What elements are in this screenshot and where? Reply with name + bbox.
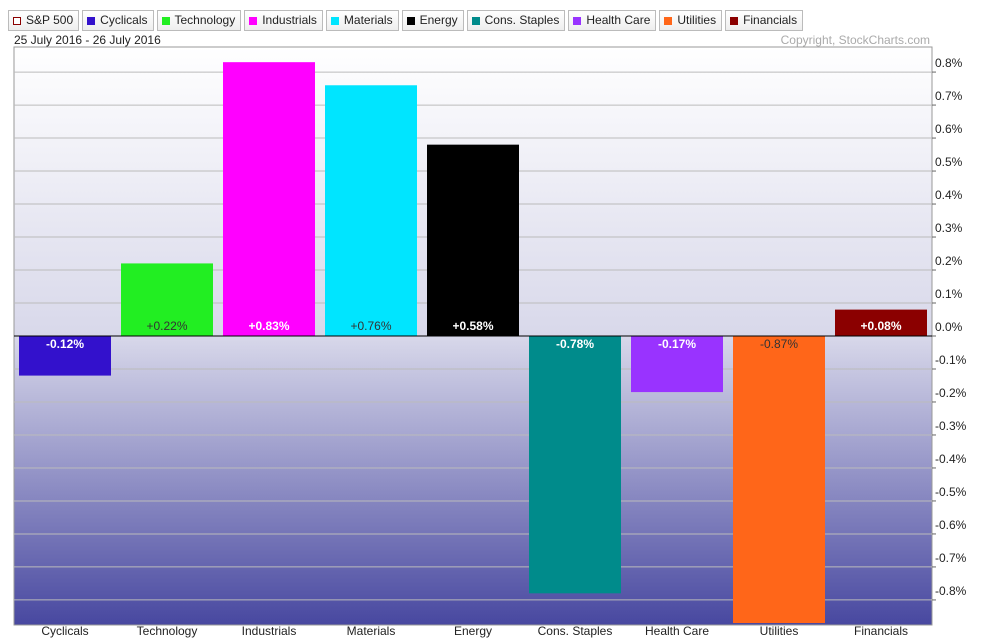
legend-swatch [573, 16, 582, 25]
legend-label: Health Care [586, 13, 651, 27]
value-label: +0.83% [248, 319, 289, 333]
y-tick-label: -0.5% [935, 485, 967, 499]
y-tick-label: -0.6% [935, 518, 967, 532]
legend-swatch [471, 16, 480, 25]
legend-item[interactable]: Energy [401, 10, 464, 31]
y-tick-label: 0.0% [935, 320, 963, 334]
legend-swatch [406, 16, 415, 25]
y-tick-label: 0.8% [935, 56, 963, 70]
bar [835, 309, 927, 336]
x-tick-label: Materials [347, 624, 396, 638]
bar [19, 336, 111, 376]
y-tick-label: 0.6% [935, 122, 963, 136]
legend-label: Cyclicals [100, 13, 148, 27]
y-tick-label: 0.2% [935, 254, 963, 268]
legend-label: Industrials [262, 13, 317, 27]
value-label: +0.22% [146, 319, 187, 333]
y-tick-label: 0.7% [935, 89, 963, 103]
bar [121, 263, 213, 336]
x-tick-label: Health Care [645, 624, 709, 638]
bar [427, 144, 519, 336]
x-tick-label: Cyclicals [41, 624, 88, 638]
x-tick-label: Technology [137, 624, 198, 638]
value-label: -0.12% [46, 337, 84, 351]
legend-swatch [161, 16, 170, 25]
legend-label: Financials [743, 13, 798, 27]
legend-item[interactable]: S&P 500 [8, 10, 80, 31]
x-tick-label: Industrials [242, 624, 297, 638]
y-tick-label: 0.4% [935, 188, 963, 202]
legend-label: Cons. Staples [484, 13, 560, 27]
y-tick-label: -0.2% [935, 386, 967, 400]
legend-label: Technology [174, 13, 236, 27]
legend-label: Utilities [677, 13, 717, 27]
legend-swatch [13, 16, 21, 25]
legend-item[interactable]: Financials [725, 10, 804, 31]
legend-item[interactable]: Technology [156, 10, 242, 31]
legend-swatch [249, 16, 258, 25]
y-tick-label: 0.5% [935, 155, 963, 169]
bar [733, 336, 825, 624]
subtitle: 25 July 2016 - 26 July 2016 [14, 33, 161, 47]
bar [325, 85, 417, 336]
legend-item[interactable]: Industrials [244, 10, 323, 31]
copyright: Copyright, StockCharts.com [781, 33, 930, 47]
bar [223, 62, 315, 336]
x-tick-label: Energy [454, 624, 492, 638]
legend-item[interactable]: Cons. Staples [466, 10, 566, 31]
legend-swatch [87, 16, 96, 25]
x-tick-label: Financials [854, 624, 908, 638]
y-tick-label: -0.1% [935, 353, 967, 367]
y-tick-label: -0.8% [935, 584, 967, 598]
value-label: -0.87% [760, 337, 798, 351]
legend-label: Materials [343, 13, 393, 27]
y-tick-label: -0.3% [935, 419, 967, 433]
legend-item[interactable]: Utilities [659, 10, 723, 31]
x-tick-label: Cons. Staples [538, 624, 613, 638]
legend-swatch [330, 16, 339, 25]
legend-item[interactable]: Health Care [568, 10, 657, 31]
value-label: -0.17% [658, 337, 696, 351]
y-tick-label: 0.1% [935, 287, 963, 301]
legend-label: Energy [419, 13, 458, 27]
legend: S&P 500 Cyclicals Technology Industrials Mat… [8, 10, 804, 31]
y-tick-label: 0.3% [935, 221, 963, 235]
legend-label: S&P 500 [26, 13, 74, 27]
legend-item[interactable]: Cyclicals [82, 10, 154, 31]
legend-swatch [730, 16, 739, 25]
y-tick-label: -0.7% [935, 551, 967, 565]
value-label: +0.08% [860, 319, 901, 333]
value-label: -0.78% [556, 337, 594, 351]
value-label: +0.58% [452, 319, 493, 333]
bar [631, 336, 723, 393]
bar [529, 336, 621, 594]
value-label: +0.76% [350, 319, 391, 333]
legend-item[interactable]: Materials [325, 10, 399, 31]
y-tick-label: -0.4% [935, 452, 967, 466]
x-tick-label: Utilities [760, 624, 799, 638]
legend-swatch [664, 16, 673, 25]
